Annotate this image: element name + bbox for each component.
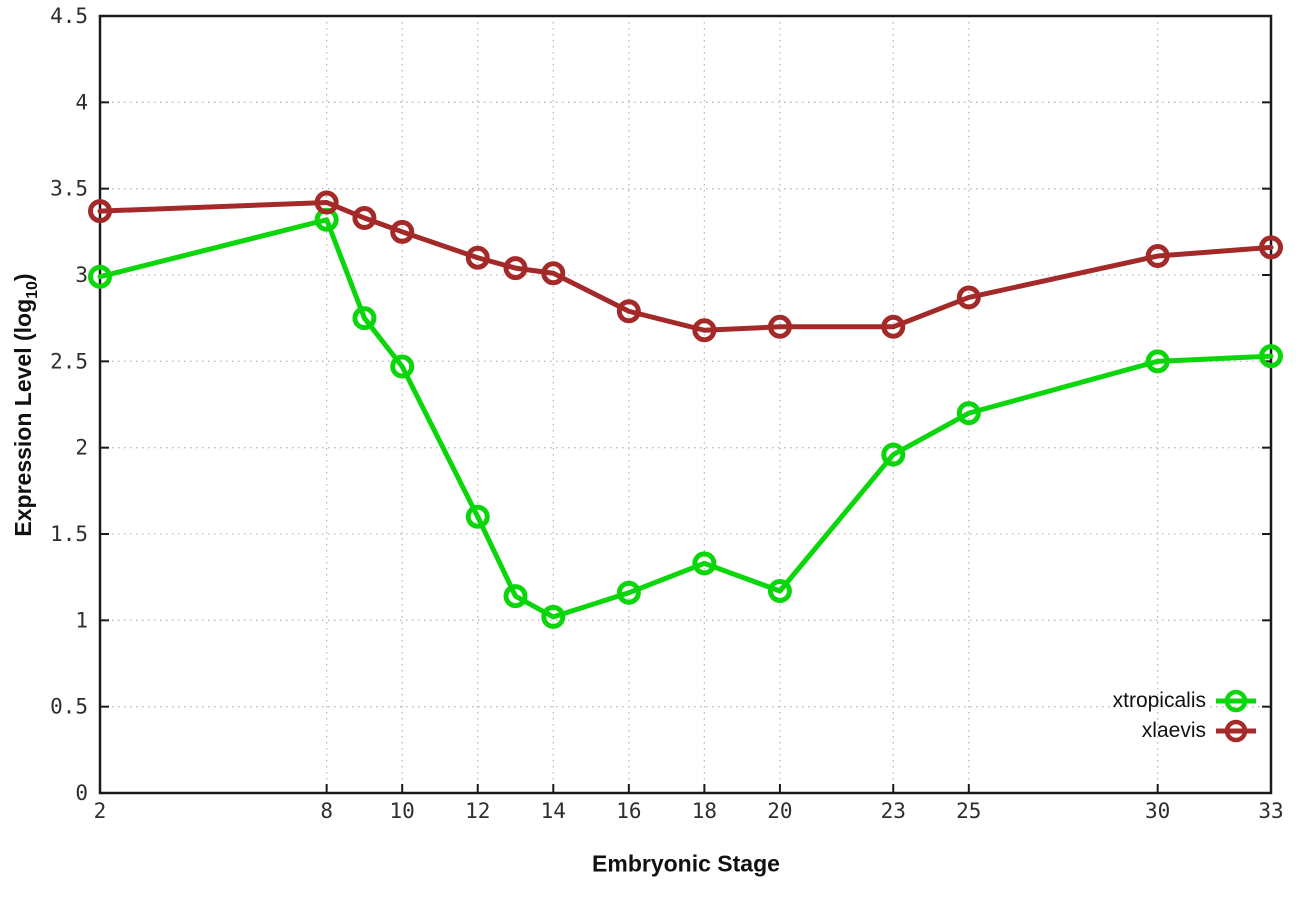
y-tick-label: 1.5	[50, 522, 88, 546]
data-point-xtropicalis-stage-13	[503, 584, 528, 609]
x-tick-label: 33	[1258, 799, 1283, 823]
data-point-xlaevis-stage-13	[503, 256, 528, 281]
y-tick-label: 1	[75, 608, 88, 632]
data-point-xlaevis-stage-30	[1145, 244, 1170, 269]
data-point-xlaevis-stage-16	[616, 299, 641, 324]
data-point-xtropicalis-stage-9	[352, 306, 377, 331]
x-tick-label: 16	[616, 799, 641, 823]
y-tick-label: 0.5	[50, 695, 88, 719]
data-point-xtropicalis-stage-12	[465, 504, 490, 529]
y-axis-title-text: Expression Level (log	[10, 298, 37, 537]
data-point-xtropicalis-stage-18	[692, 551, 717, 576]
data-point-xlaevis-stage-12	[465, 245, 490, 270]
series-line-xtropicalis	[97, 217, 1274, 620]
y-tick-label: 3.5	[50, 177, 88, 201]
data-point-xtropicalis-stage-23	[881, 442, 906, 467]
legend-item-xtropicalis: xtropicalis	[1113, 686, 1257, 716]
x-tick-label: 14	[541, 799, 566, 823]
legend-marker-xtropicalis	[1216, 689, 1256, 713]
x-tick-label: 30	[1145, 799, 1170, 823]
legend-item-xlaevis: xlaevis	[1142, 716, 1257, 746]
y-tick-label: 0	[75, 781, 88, 805]
y-tick-label: 4	[75, 90, 88, 114]
legend-label-xtropicalis: xtropicalis	[1112, 689, 1206, 712]
data-point-xtropicalis-stage-14	[541, 604, 566, 629]
data-point-xtropicalis-stage-16	[616, 580, 641, 605]
data-point-xlaevis-stage-25	[956, 285, 981, 310]
y-axis-title-close: )	[10, 273, 37, 282]
legend: xtropicalis xlaevis	[1113, 686, 1257, 746]
legend-marker-xlaevis	[1216, 719, 1256, 743]
x-tick-label: 18	[692, 799, 717, 823]
x-tick-label: 25	[956, 799, 981, 823]
y-tick-label: 3	[75, 263, 88, 287]
data-point-xlaevis-stage-10	[390, 219, 415, 244]
data-point-xlaevis-stage-33	[1259, 235, 1283, 260]
x-tick-label: 10	[390, 799, 415, 823]
data-point-xlaevis-stage-9	[352, 206, 377, 231]
data-point-xlaevis-stage-23	[881, 314, 906, 339]
x-axis-title: Embryonic Stage	[592, 850, 780, 877]
x-tick-label: 20	[767, 799, 792, 823]
x-tick-label: 23	[881, 799, 906, 823]
data-point-xtropicalis-stage-20	[767, 578, 792, 603]
y-tick-label: 4.5	[50, 4, 88, 28]
data-point-xtropicalis-stage-25	[956, 401, 981, 426]
y-tick-label: 2	[75, 436, 88, 460]
y-axis-title-subscript: 10	[23, 281, 41, 299]
data-point-xlaevis-stage-14	[541, 261, 566, 286]
data-point-xlaevis-stage-2	[88, 199, 112, 224]
x-tick-label: 8	[320, 799, 333, 823]
data-point-xlaevis-stage-18	[692, 318, 717, 343]
data-point-xtropicalis-stage-2	[88, 264, 112, 289]
series-line-xlaevis	[97, 199, 1274, 333]
data-point-xtropicalis-stage-10	[390, 354, 415, 379]
y-tick-label: 2.5	[50, 349, 88, 373]
data-point-xlaevis-stage-8	[314, 190, 339, 215]
y-axis-title: Expression Level (log10)	[10, 273, 42, 536]
data-point-xtropicalis-stage-33	[1259, 344, 1283, 369]
data-point-xlaevis-stage-20	[767, 314, 792, 339]
legend-label-xlaevis: xlaevis	[1141, 719, 1206, 742]
x-tick-label: 2	[94, 799, 107, 823]
plot-border	[98, 14, 1273, 795]
x-tick-label: 12	[465, 799, 490, 823]
data-point-xtropicalis-stage-30	[1145, 349, 1170, 374]
